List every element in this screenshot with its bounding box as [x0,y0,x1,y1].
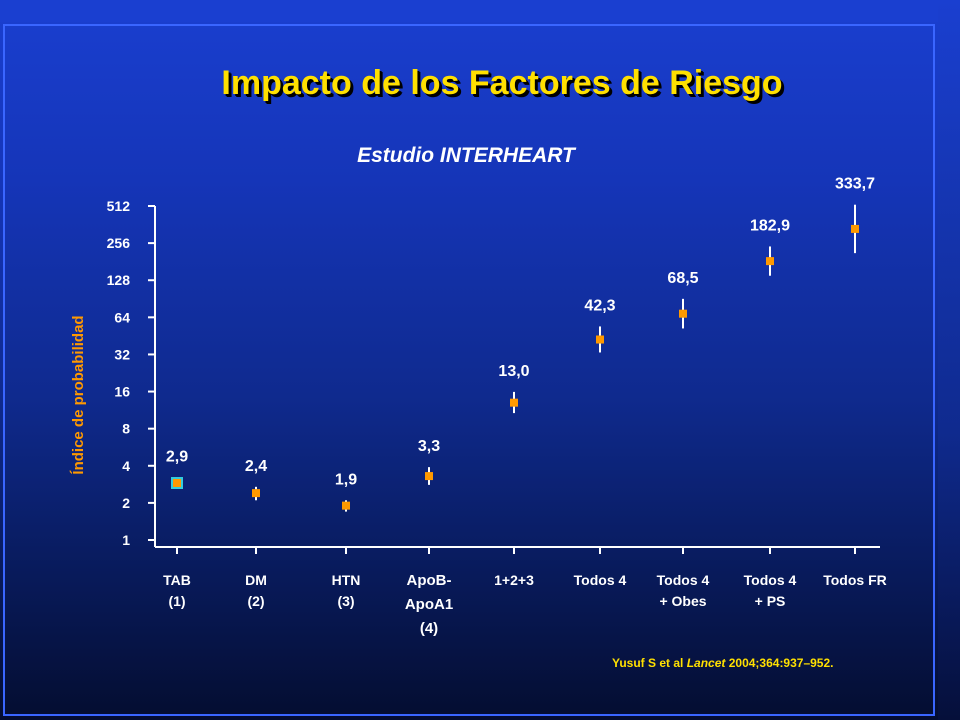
data-point-marker [425,472,433,481]
x-tick-label: TAB [163,572,191,588]
x-tick-label: (4) [420,620,438,637]
data-point-marker [766,257,774,266]
y-tick-label: 256 [107,235,131,251]
x-tick-label: Todos FR [823,572,887,588]
citation-authors: Yusuf S et al [612,656,687,670]
y-tick-label: 16 [114,384,130,400]
x-tick-label: (2) [247,593,264,609]
data-point-marker [342,501,350,510]
y-tick-label: 2 [122,495,130,511]
slide-title: Impacto de los Factores de Riesgo [221,64,783,102]
data-point-marker [252,489,260,498]
y-tick-label: 512 [107,198,131,214]
data-label: 68,5 [667,270,698,287]
data-point-marker [596,335,604,344]
x-tick-label: 1+2+3 [494,572,534,588]
data-label: 42,3 [584,297,615,314]
x-tick-label: (1) [168,593,185,609]
x-tick-label: HTN [332,572,361,588]
data-label: 3,3 [418,438,440,455]
x-tick-label: DM [245,572,267,588]
data-points: 2,9 2,4 1,9 3,3 13,0 42,3 68,5 182,9 333,7 [166,176,875,512]
chart-subtitle: Estudio INTERHEART [357,144,575,167]
data-label: 333,7 [835,176,875,193]
data-label: 2,9 [166,449,188,466]
y-axis-label: Índice de probabilidad [70,315,87,474]
x-tick-label: Todos 4 [574,572,627,588]
y-tick-label: 128 [107,272,131,288]
data-label: 13,0 [498,363,529,380]
citation-details: 2004;364:937–952. [725,656,834,670]
slide-frame [3,24,935,716]
data-point-marker [851,224,859,233]
data-point-marker [679,309,687,318]
slide-right-strip [938,0,960,720]
data-label: 1,9 [335,471,357,488]
data-label: 182,9 [750,217,790,234]
data-point-marker [173,478,181,487]
y-tick-label: 1 [122,532,130,548]
citation: Yusuf S et al Lancet 2004;364:937–952. [612,656,833,670]
y-tick-label: 4 [122,458,130,474]
slide-top-band [0,0,960,22]
y-tick-label: 8 [122,421,130,437]
y-tick-label: 32 [114,346,130,362]
y-tick-label: 64 [114,309,130,325]
x-tick-label: + PS [755,593,786,609]
data-point-marker [510,398,518,407]
x-tick-label: (3) [337,593,354,609]
x-tick-label: ApoB- [407,572,452,589]
x-tick-label: Todos 4 [657,572,710,588]
data-label: 2,4 [245,458,267,475]
y-axis: 1 2 4 8 16 32 64 128 256 512 [107,198,156,548]
citation-journal: Lancet [686,656,726,670]
x-tick-label: ApoA1 [405,596,453,613]
x-tick-label: Todos 4 [744,572,797,588]
x-tick-label: + Obes [659,593,706,609]
x-axis: TAB (1) DM (2) HTN (3) ApoB- ApoA1 (4) 1+2+3 Todos… [155,546,887,637]
